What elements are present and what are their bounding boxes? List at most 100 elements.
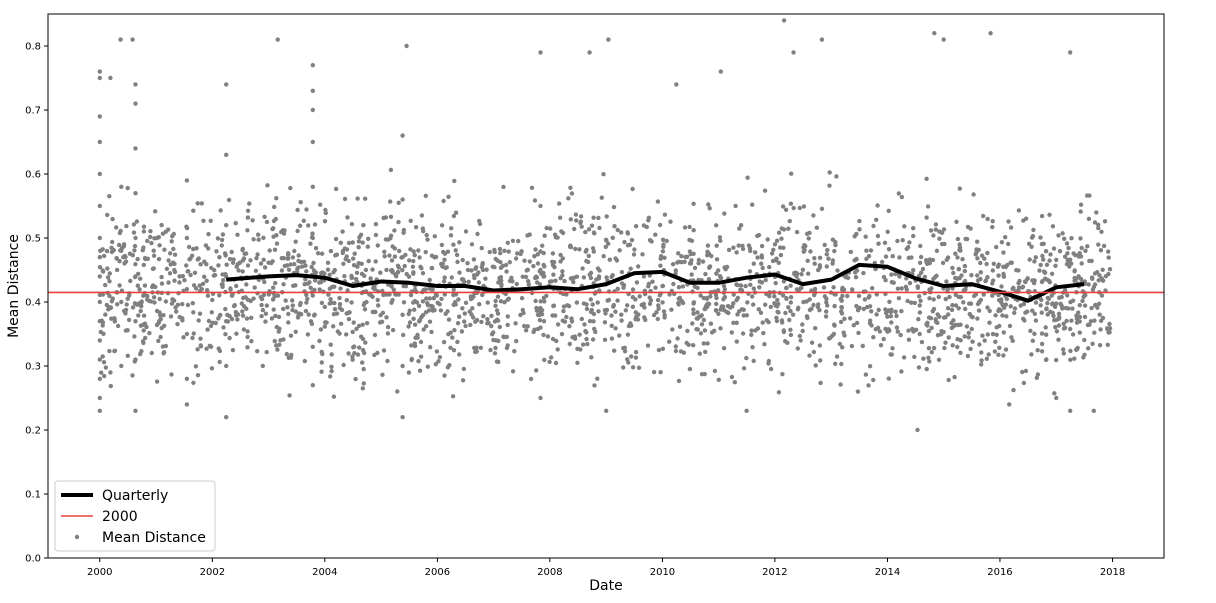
scatter-point (1022, 279, 1028, 284)
scatter-point (323, 210, 328, 216)
scatter-point (119, 184, 124, 189)
scatter-point (875, 325, 881, 330)
scatter-point (1029, 244, 1034, 249)
scatter-point (734, 339, 739, 344)
scatter-point (789, 171, 794, 176)
scatter-point (258, 261, 264, 266)
scatter-point (224, 152, 229, 157)
scatter-point (542, 233, 547, 238)
scatter-point (653, 285, 658, 290)
scatter-point (457, 314, 462, 319)
scatter-point (388, 199, 393, 204)
scatter-point (442, 292, 447, 297)
scatter-point (276, 314, 282, 320)
scatter-point (707, 206, 712, 211)
scatter-point (895, 238, 900, 244)
scatter-point (401, 332, 406, 338)
scatter-point (1059, 294, 1064, 300)
scatter-point (784, 285, 789, 291)
scatter-point (1090, 341, 1095, 346)
scatter-point (996, 273, 1001, 278)
scatter-point (97, 338, 103, 343)
scatter-point (289, 352, 294, 358)
scatter-point (286, 267, 292, 272)
scatter-point (467, 309, 472, 314)
scatter-point (950, 343, 955, 348)
scatter-point (839, 305, 845, 310)
scatter-point (214, 249, 219, 254)
scatter-point (1100, 267, 1105, 272)
scatter-point (744, 313, 749, 318)
scatter-point (185, 269, 190, 274)
scatter-point (917, 310, 923, 315)
scatter-point (292, 262, 297, 267)
scatter-point (170, 234, 175, 239)
scatter-point (133, 191, 138, 196)
scatter-point (224, 82, 229, 87)
scatter-point (916, 273, 922, 278)
scatter-point (774, 256, 779, 261)
scatter-point (1065, 251, 1070, 256)
scatter-point (327, 272, 332, 277)
scatter-point (114, 225, 119, 230)
scatter-point (1062, 254, 1068, 259)
scatter-point (1039, 341, 1045, 347)
scatter-point (794, 229, 800, 235)
scatter-point (295, 228, 300, 234)
scatter-point (182, 278, 187, 283)
scatter-point (774, 318, 780, 324)
scatter-point (862, 297, 868, 302)
scatter-point (226, 197, 232, 203)
scatter-point (406, 311, 411, 317)
scatter-point (897, 255, 902, 260)
scatter-point (206, 318, 212, 324)
scatter-point (977, 342, 982, 347)
scatter-point (854, 303, 859, 309)
scatter-point (489, 323, 494, 329)
scatter-point (584, 302, 589, 307)
scatter-point (1038, 303, 1043, 308)
scatter-point (718, 275, 724, 281)
scatter-point (871, 223, 876, 229)
scatter-point (448, 233, 454, 238)
scatter-point (501, 334, 506, 339)
scatter-point (274, 196, 279, 201)
scatter-point (689, 272, 694, 277)
scatter-point (319, 369, 324, 374)
scatter-point (488, 347, 493, 353)
scatter-point (340, 229, 345, 234)
scatter-point (975, 256, 980, 261)
scatter-point (781, 227, 787, 232)
scatter-point (951, 270, 956, 276)
scatter-point (148, 229, 153, 234)
scatter-point (553, 235, 559, 240)
scatter-point (587, 272, 592, 277)
scatter-point (135, 256, 140, 262)
scatter-point (1096, 222, 1101, 227)
scatter-point (107, 194, 112, 199)
scatter-point (928, 228, 934, 233)
scatter-point (779, 236, 784, 241)
scatter-point (480, 292, 485, 298)
scatter-point (586, 253, 591, 259)
scatter-point (363, 267, 369, 273)
scatter-point (429, 329, 434, 335)
scatter-point (172, 278, 177, 283)
scatter-point (256, 232, 261, 237)
scatter-point (97, 203, 103, 209)
scatter-point (497, 324, 502, 330)
scatter-point (441, 249, 446, 255)
scatter-point (143, 335, 148, 341)
scatter-point (157, 310, 162, 315)
scatter-point (541, 332, 546, 338)
scatter-point (107, 279, 112, 284)
scatter-point (537, 318, 543, 323)
scatter-point (990, 268, 995, 273)
scatter-point (621, 285, 626, 290)
scatter-point (788, 332, 794, 338)
scatter-point (151, 295, 157, 300)
scatter-point (370, 267, 375, 272)
scatter-point (439, 242, 445, 248)
scatter-point (688, 261, 694, 266)
scatter-point (296, 253, 301, 258)
